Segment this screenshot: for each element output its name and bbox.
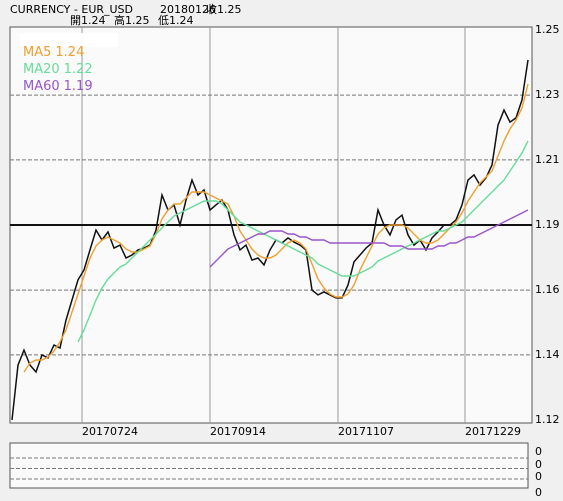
legend-name: MA60 — [23, 79, 60, 94]
legend-entry: MA5 1.24 — [23, 45, 84, 60]
legend-value: 1.22 — [64, 62, 93, 77]
x-tick-label: 20171107 — [338, 425, 394, 438]
y-tick-label: 1.16 — [535, 283, 560, 296]
x-tick-label: 20171229 — [465, 425, 521, 438]
sub-panel — [9, 442, 529, 489]
y-tick-label: 0 — [535, 470, 542, 483]
x-tick-label: 20170914 — [210, 425, 266, 438]
y-tick-label: 1.14 — [535, 348, 560, 361]
legend-entry: MA20 1.22 — [23, 62, 93, 77]
series-line — [77, 140, 529, 343]
legend-box — [20, 33, 118, 47]
y-tick-label: 1.19 — [535, 218, 560, 231]
header-date: 20180126 — [160, 3, 216, 16]
y-tick-label: 1.25 — [535, 23, 560, 36]
header-open: 開1.24 — [70, 14, 106, 27]
legend-value: 1.24 — [55, 45, 84, 60]
y-tick-label: 0 — [535, 445, 542, 458]
header-high: 高1.25 — [114, 13, 150, 27]
legend-name: MA20 — [23, 62, 60, 77]
header-close: 收1.25 — [206, 2, 242, 16]
legend-name: MA5 — [23, 45, 51, 60]
y-tick-label: 0 — [535, 486, 542, 499]
x-tick-label: 20170724 — [82, 425, 138, 438]
header-low: 低1.24 — [158, 14, 194, 27]
series-line — [23, 83, 529, 373]
y-tick-label: 0 — [535, 458, 542, 471]
header-title: CURRENCY - EUR_USD — [10, 3, 133, 16]
y-tick-label: 1.21 — [535, 153, 560, 166]
legend-entry: MA60 1.19 — [23, 79, 93, 94]
y-tick-label: 1.23 — [535, 88, 560, 101]
series-line — [209, 209, 529, 268]
y-tick-label: 1.12 — [535, 413, 560, 426]
legend-value: 1.19 — [64, 79, 93, 94]
series-line — [11, 59, 529, 421]
